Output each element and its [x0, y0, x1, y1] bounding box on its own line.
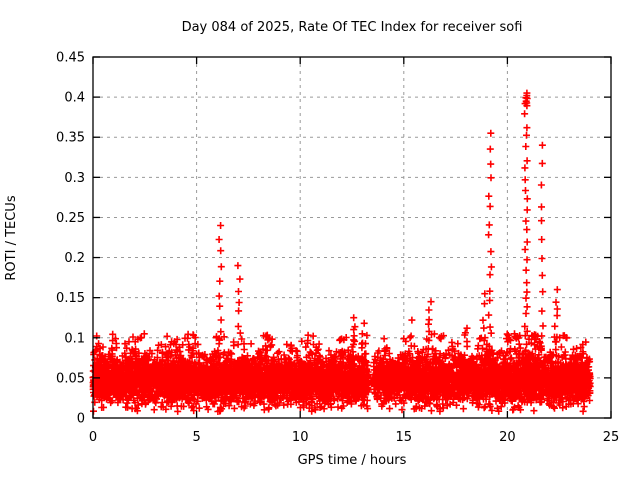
y-axis-label: ROTI / TECUs — [4, 195, 19, 280]
y-tick-label: 0.05 — [56, 371, 85, 386]
chart-title: Day 084 of 2025, Rate Of TEC Index for r… — [182, 20, 523, 35]
y-tick-label: 0.25 — [56, 211, 85, 226]
axis-ticks — [92, 56, 612, 419]
y-tick-label: 0.1 — [64, 331, 85, 346]
data-points — [89, 89, 594, 415]
x-tick-label: 20 — [499, 430, 516, 445]
y-tick-label: 0.35 — [56, 131, 85, 146]
x-tick-label: 0 — [89, 430, 97, 445]
y-tick-label: 0.2 — [64, 251, 85, 266]
y-tick-label: 0.3 — [64, 171, 85, 186]
y-tick-label: 0.4 — [64, 91, 85, 106]
x-tick-label: 5 — [192, 430, 200, 445]
plot-border — [92, 56, 612, 419]
x-tick-label: 15 — [396, 430, 413, 445]
y-tick-label: 0.15 — [56, 291, 85, 306]
x-tick-label: 10 — [292, 430, 309, 445]
x-tick-label: 25 — [603, 430, 620, 445]
tick-labels: 0 5 10 15 20 25 0 0.05 0.1 0.15 0.2 0.25 0.3 0.35 0.4 0… — [56, 51, 619, 446]
y-tick-label: 0 — [77, 412, 85, 427]
y-tick-label: 0.45 — [56, 51, 85, 66]
x-axis-label: GPS time / hours — [298, 453, 407, 468]
